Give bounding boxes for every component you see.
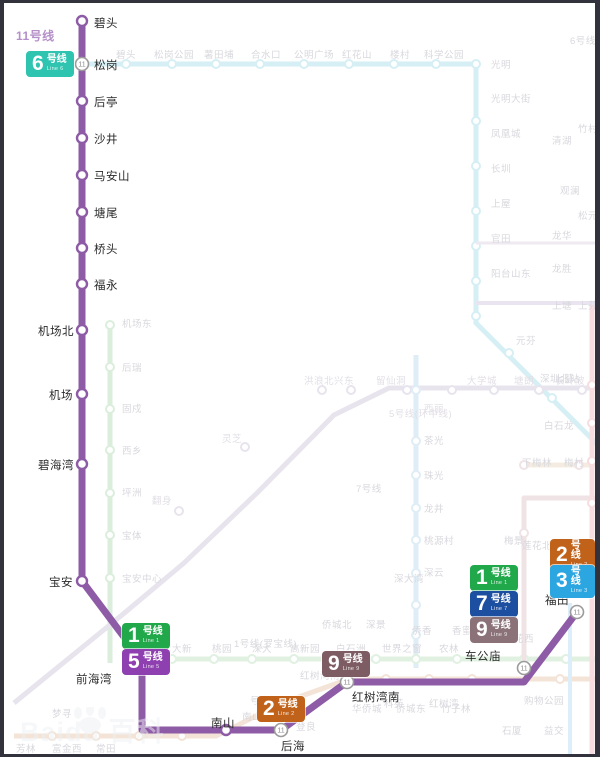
line-badge-line6[interactable]: 6 号线 Line 6 (26, 51, 74, 77)
station-label: 南山 (211, 718, 235, 730)
station-marker[interactable] (75, 168, 89, 182)
station-marker[interactable] (75, 387, 89, 401)
station-marker[interactable] (75, 205, 89, 219)
faint-line3-4 (568, 303, 595, 754)
line-badge-zh: 号线 (570, 540, 581, 561)
station-marker[interactable] (75, 241, 89, 255)
station-label: 后亭 (94, 97, 118, 109)
line-badge-number: 2 (556, 543, 568, 567)
map-canvas: 111111111111 碧头 松岗公园 薯田埔 合水口 公明广场 红花山 楼村… (4, 3, 595, 754)
station-marker[interactable] (75, 94, 89, 108)
line-badge-text: 号线 Line 1 (490, 567, 511, 587)
line-badge-line7-chegongmiao[interactable]: 7 号线 Line 7 (470, 591, 518, 617)
line-badge-line1-qianhaiwan[interactable]: 1 号线 Line 1 (122, 623, 170, 649)
station-label: 后海 (281, 741, 305, 753)
line-badge-en: Line 1 (142, 637, 160, 644)
line-badge-number: 1 (476, 566, 488, 589)
line-badge-en: Line 6 (46, 65, 64, 72)
line-badge-en: Line 9 (490, 631, 508, 638)
line-badge-line9-chegongmiao[interactable]: 9 号线 Line 9 (470, 617, 518, 643)
line-badge-en: Line 1 (490, 579, 508, 586)
station-label: 桥头 (94, 244, 118, 256)
line-badge-text: 号线 Line 6 (46, 53, 67, 73)
page-title: 11号线 (16, 29, 55, 43)
line-badge-text: 号线 Line 9 (342, 653, 363, 673)
station-interchange-label: 11 (78, 62, 85, 69)
faint-line7 (411, 355, 421, 668)
line-badge-line3-futian[interactable]: 3 号线 Line 3 (550, 565, 595, 598)
line-badge-zh: 号线 (142, 651, 163, 663)
station-label: 机场 (49, 390, 73, 402)
station-label: 红树湾南 (352, 692, 400, 704)
station-marker[interactable] (75, 457, 89, 471)
line-badge-zh: 号线 (342, 653, 363, 665)
station-marker-interchange[interactable] (516, 660, 532, 676)
station-interchange-label: 11 (573, 610, 580, 617)
line-badge-number: 5 (128, 650, 140, 673)
line-badge-line5-qianhaiwan[interactable]: 5 号线 Line 5 (122, 649, 170, 675)
watermark-text: Baidu 百科 (20, 717, 165, 747)
line-badge-en: Line 2 (277, 710, 295, 717)
station-marker[interactable] (219, 723, 233, 737)
station-label: 机场北 (38, 326, 74, 338)
station-label: 福永 (94, 280, 118, 292)
line-badge-line9-hongshuwannan[interactable]: 9 号线 Line 9 (322, 651, 370, 677)
line-badge-text: 号线 Line 1 (142, 625, 163, 645)
line-badge-number: 2 (263, 697, 275, 720)
station-label: 福田 (545, 595, 569, 607)
line-badge-line1-chegongmiao[interactable]: 1 号线 Line 1 (470, 565, 518, 591)
station-label: 碧头 (94, 18, 118, 30)
faint-line5-ring (12, 385, 595, 705)
station-label: 马安山 (94, 171, 130, 183)
line-badge-line2-houhai[interactable]: 2 号线 Line 2 (257, 696, 305, 722)
line-badge-text: 号线 Line 3 (571, 567, 588, 595)
line-badge-zh: 号线 (570, 566, 581, 587)
station-label: 松岗 (94, 60, 118, 72)
station-interchange-label: 11 (343, 680, 350, 687)
line-badge-zh: 号线 (46, 53, 67, 65)
station-marker[interactable] (75, 131, 89, 145)
line-badge-number: 9 (476, 618, 488, 641)
station-marker[interactable] (75, 323, 89, 337)
station-marker-interchange[interactable] (569, 604, 585, 620)
line-badge-zh: 号线 (490, 567, 511, 579)
baidu-paw-icon (74, 704, 106, 733)
line11-path (78, 17, 581, 734)
baidu-watermark: Baidu 百科 (12, 704, 202, 751)
station-marker[interactable] (75, 574, 89, 588)
line-badge-en: Line 7 (490, 605, 508, 612)
line-badge-number: 3 (556, 569, 568, 593)
station-interchange-label: 11 (277, 728, 284, 735)
line-badge-zh: 号线 (142, 625, 163, 637)
line-badge-number: 1 (128, 624, 140, 647)
station-label: 车公庙 (465, 651, 501, 663)
line-badge-zh: 号线 (490, 619, 511, 631)
line-badge-number: 9 (328, 652, 340, 675)
line-badge-number: 6 (32, 52, 44, 75)
station-interchange-label: 11 (520, 666, 527, 673)
station-label: 碧海湾 (38, 460, 74, 472)
line-badge-number: 7 (476, 592, 488, 615)
station-label: 宝安 (49, 577, 73, 589)
faint-line-misc (476, 241, 595, 305)
station-marker[interactable] (75, 14, 89, 28)
station-marker[interactable] (75, 277, 89, 291)
station-marker-interchange[interactable] (273, 722, 289, 738)
line-badge-en: Line 5 (142, 663, 160, 670)
station-label: 塘尾 (94, 208, 118, 220)
station-label: 沙井 (94, 134, 118, 146)
line-badge-en: Line 3 (570, 588, 588, 594)
line-badge-text: 号线 Line 5 (142, 651, 163, 671)
line-badge-en: Line 9 (342, 665, 360, 672)
station-label: 前海湾 (76, 674, 112, 686)
line-badge-text: 号线 Line 9 (490, 619, 511, 639)
faint-line-green-north (105, 320, 115, 663)
line-badge-zh: 号线 (490, 593, 511, 605)
line-badge-zh: 号线 (277, 698, 298, 710)
station-marker-interchange[interactable] (74, 56, 90, 72)
line-badge-text: 号线 Line 7 (490, 593, 511, 613)
